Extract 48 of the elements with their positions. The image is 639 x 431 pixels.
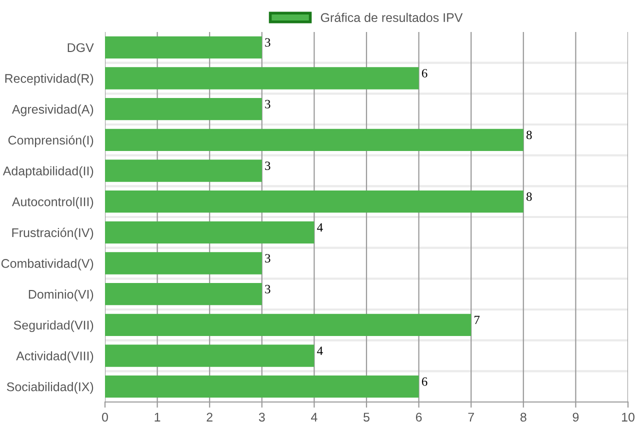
- y-tick-label: Comprensión(I): [8, 135, 94, 148]
- bar: [105, 98, 262, 120]
- bar: [105, 190, 524, 213]
- y-tick-label: Receptividad(R): [5, 74, 94, 86]
- y-tick-label: Agresividad(A): [12, 104, 94, 116]
- legend-label: Gráfica de resultados IPV: [320, 12, 463, 22]
- y-tick-label: DGV: [68, 43, 94, 52]
- bar: [105, 282, 262, 306]
- data-label: 8: [526, 192, 532, 201]
- x-tick-label: 1: [154, 412, 160, 422]
- bar: [105, 67, 419, 90]
- y-tick-label: Actividad(VIII): [16, 351, 94, 363]
- x-tick-label: 4: [311, 412, 318, 422]
- data-label: 7: [474, 316, 480, 324]
- bar: [105, 344, 314, 367]
- data-label: 3: [265, 100, 270, 108]
- x-tick-label: 5: [364, 412, 370, 422]
- x-tick-label: 8: [520, 412, 526, 422]
- x-tick-label: 10: [622, 412, 634, 422]
- data-label: 6: [422, 377, 428, 386]
- y-tick-label: Adaptabilidad(II): [2, 166, 94, 178]
- x-tick-label: 2: [206, 412, 212, 422]
- bar: [105, 252, 262, 274]
- y-tick-label: Combatividad(V): [1, 258, 94, 270]
- x-tick-label: 3: [258, 412, 265, 422]
- y-tick-label: Frustración(IV): [12, 228, 94, 240]
- bar: [105, 375, 419, 398]
- y-tick-label: Autocontrol(III): [12, 197, 94, 209]
- bar: [105, 160, 262, 182]
- data-label: 6: [422, 69, 428, 78]
- bar: [105, 221, 314, 244]
- data-label: 4: [317, 346, 323, 355]
- data-label: 3: [265, 38, 270, 47]
- x-tick-label: 0: [102, 412, 108, 422]
- bar: [105, 314, 472, 336]
- bar: [105, 128, 524, 152]
- data-label: 3: [265, 284, 270, 294]
- data-label: 4: [317, 223, 323, 232]
- x-tick-label: 9: [572, 412, 579, 422]
- y-tick-label: Sociabilidad(IX): [6, 382, 94, 394]
- data-label: 3: [265, 162, 270, 170]
- x-tick-label: 7: [468, 412, 474, 422]
- bar: [105, 36, 262, 59]
- x-tick-label: 6: [416, 412, 422, 422]
- y-tick-label: Seguridad(VII): [14, 320, 94, 332]
- data-label: 8: [526, 130, 532, 140]
- y-tick-label: Dominio(VI): [28, 290, 94, 302]
- data-label: 3: [265, 254, 270, 262]
